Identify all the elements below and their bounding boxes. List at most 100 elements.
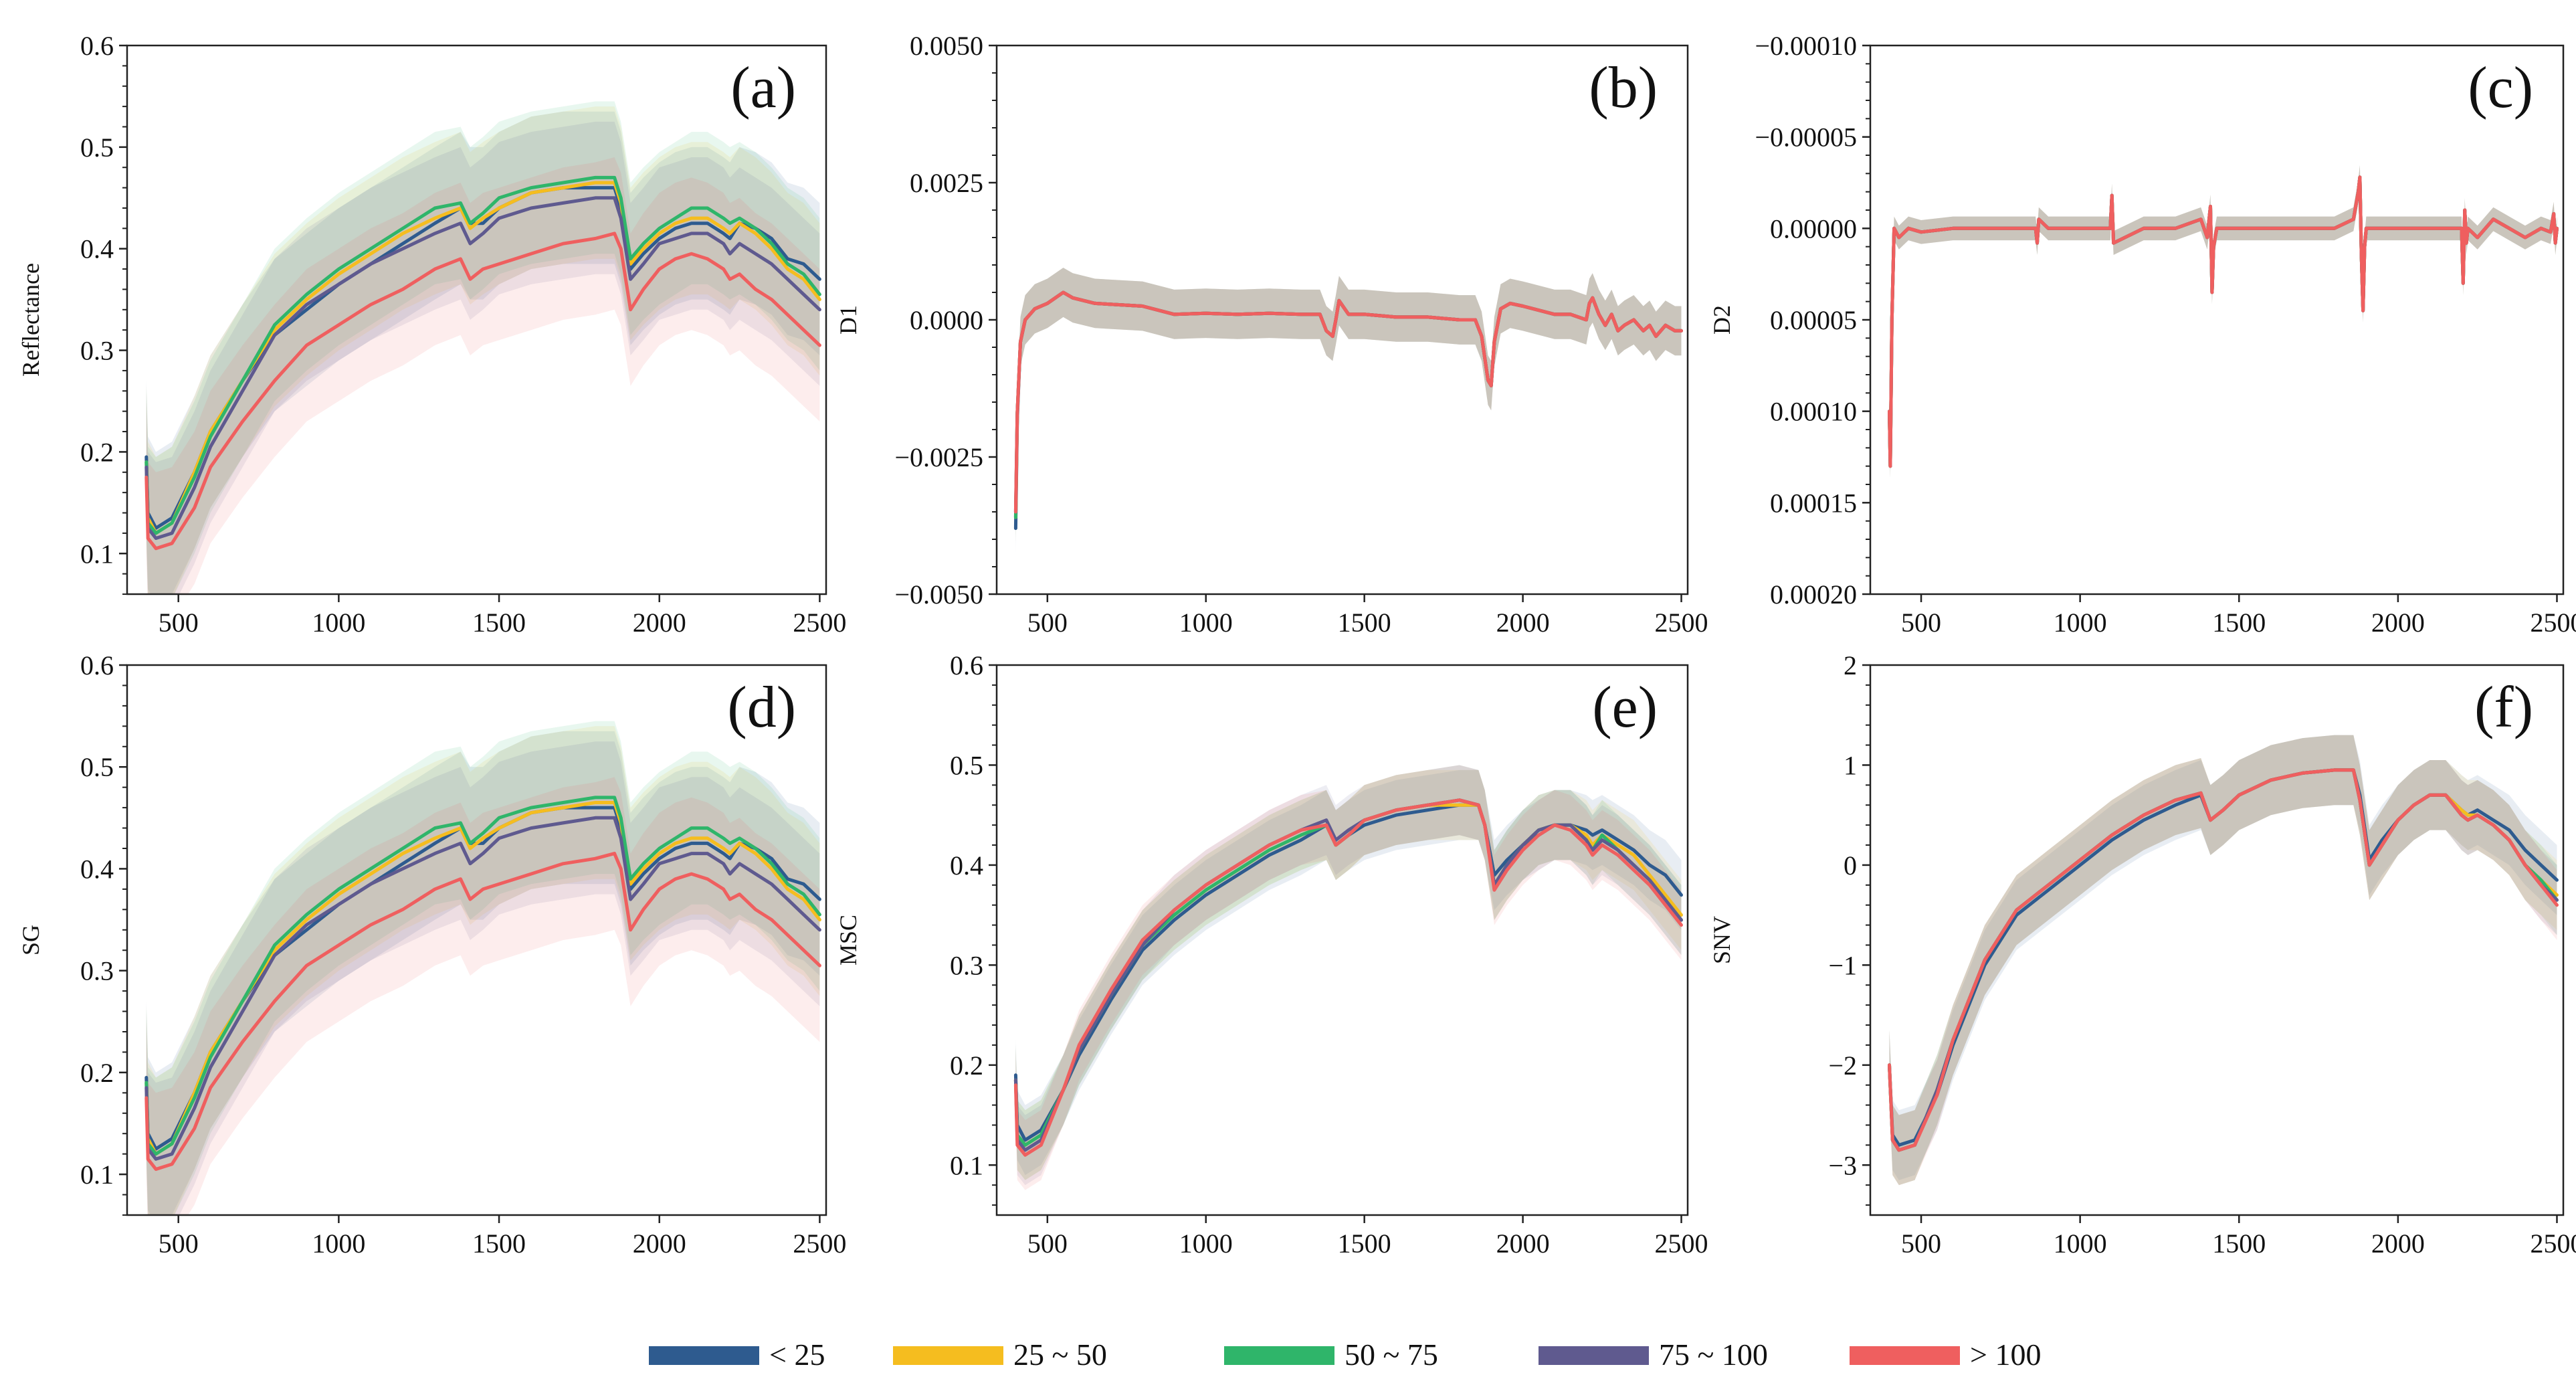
envelope-75-100	[1889, 735, 2557, 1186]
legend-swatch-75-100	[1539, 1346, 1649, 1365]
y-tick-label: 0.00015	[1770, 488, 1857, 518]
y-tick-label: 0.2	[950, 1050, 983, 1081]
x-tick-label: 1500	[2212, 1228, 2266, 1259]
series-line-75-100	[144, 816, 821, 1161]
axes-frame	[995, 664, 1689, 1216]
series-line-50-75	[144, 175, 821, 535]
legend-label: 50 ~ 75	[1345, 1338, 1438, 1372]
x-tick-label: 1000	[1179, 1228, 1233, 1259]
series-group	[144, 175, 821, 551]
y-tick-label: −0.0025	[894, 442, 983, 472]
x-tick-label: 1000	[2054, 1228, 2107, 1259]
y-tick-label: 0.1	[950, 1150, 983, 1180]
y-tick-label: 0.4	[80, 854, 114, 884]
envelope-100	[1015, 765, 1682, 1190]
panel-tag: (f)	[2474, 675, 2533, 740]
x-tick-label: 2000	[633, 1228, 686, 1259]
x-tick-label: 2500	[1655, 608, 1708, 638]
y-axis-label: Reflectance	[17, 263, 44, 377]
y-tick-label: 0.4	[950, 850, 983, 881]
x-tick-label: 500	[1901, 608, 1941, 638]
y-tick-label: −2	[1828, 1050, 1857, 1081]
y-tick-label: 1	[1844, 750, 1857, 780]
y-tick-label: 0.3	[80, 956, 114, 986]
legend-swatch-25-50	[893, 1346, 1003, 1365]
panel-tag: (e)	[1592, 675, 1658, 740]
y-tick-label: −0.00005	[1755, 122, 1857, 153]
y-tick-label: 0.3	[80, 336, 114, 366]
envelope-75-100	[1015, 765, 1682, 1186]
y-axis-label: SG	[17, 925, 44, 955]
envelope-50-75	[1015, 765, 1682, 1180]
legend: < 25 25 ~ 50 50 ~ 75 75 ~ 100 > 100	[649, 1338, 2041, 1372]
legend-swatch-50-75	[1224, 1346, 1334, 1365]
legend-swatch-100	[1850, 1346, 1960, 1365]
envelope-100	[146, 157, 820, 594]
panel-e: 500 1000 1500 2000 2500 0.1 0.2 0.3 0.4 0.5 0.6 MSC…	[835, 650, 1708, 1259]
envelope-25-50	[1015, 769, 1682, 1180]
x-tick-label: 1000	[312, 608, 365, 638]
envelope-group	[146, 101, 820, 594]
x-tick-label: 2000	[2371, 1228, 2425, 1259]
panel-f: 500 1000 1500 2000 2500 −3 −2 −1 0 1 2 SNV (f)	[1708, 650, 2576, 1259]
envelope-25	[1889, 735, 2557, 1180]
x-tick-label: 1500	[1338, 1228, 1391, 1259]
envelope-25-50	[146, 726, 820, 1215]
x-tick-label: 2000	[1496, 608, 1550, 638]
y-tick-label: 0.00005	[1770, 305, 1857, 335]
legend-swatch-25	[649, 1346, 759, 1365]
y-tick-label: −0.00010	[1755, 31, 1857, 61]
x-tick-label: 2000	[1496, 1228, 1550, 1259]
x-tick-label: 2500	[793, 608, 846, 638]
series-line-100	[1013, 290, 1683, 514]
series-group	[1013, 798, 1683, 1157]
series-group	[1013, 290, 1683, 531]
panel-tag: (a)	[730, 56, 796, 120]
series-line-50-75	[144, 796, 821, 1156]
envelope-group	[146, 721, 820, 1215]
panel-d: 500 1000 1500 2000 2500 0.1 0.2 0.3 0.4 0.5 0.6 SG (…	[17, 650, 846, 1259]
panel-tag: (c)	[2468, 56, 2533, 120]
x-tick-label: 2500	[1655, 1228, 1708, 1259]
envelope-50-75	[146, 721, 820, 1215]
envelope-25-50	[1889, 165, 2557, 478]
y-tick-label: 2	[1844, 650, 1857, 680]
y-tick-label: 0.4	[80, 234, 114, 264]
series-line-100	[1888, 768, 2559, 1152]
envelope-100	[146, 777, 820, 1215]
legend-label: > 100	[1970, 1338, 2041, 1372]
y-tick-label: 0	[1844, 850, 1857, 881]
y-tick-label: 0.5	[80, 752, 114, 782]
x-tick-label: 2000	[633, 608, 686, 638]
y-tick-label: 0.2	[80, 1058, 114, 1088]
x-tick-label: 2000	[2371, 608, 2425, 638]
series-group	[1888, 768, 2559, 1152]
y-tick-label: −3	[1828, 1150, 1857, 1180]
y-tick-label: 0.3	[950, 950, 983, 980]
x-tick-label: 500	[1027, 608, 1068, 638]
x-tick-label: 1500	[2212, 608, 2266, 638]
axes-frame	[1869, 44, 2565, 595]
series-line-100	[1888, 175, 2559, 468]
y-axis-label: D1	[835, 305, 862, 335]
y-tick-label: 0.5	[950, 750, 983, 780]
series-group	[144, 796, 821, 1171]
envelope-25-50	[146, 106, 820, 594]
y-axis-label: MSC	[835, 915, 862, 965]
y-axis-label: SNV	[1708, 916, 1735, 964]
series-group	[1888, 175, 2559, 468]
x-tick-label: 500	[159, 608, 199, 638]
y-tick-label: 0.00010	[1770, 397, 1857, 427]
envelope-50-75	[1889, 165, 2557, 478]
x-tick-label: 2500	[2530, 608, 2576, 638]
axes-frame	[126, 44, 827, 595]
envelope-100	[1015, 268, 1682, 537]
envelope-25	[146, 731, 820, 1215]
envelope-25-50	[1015, 268, 1682, 543]
axes-frame	[1869, 664, 2565, 1216]
x-tick-label: 1500	[1338, 608, 1391, 638]
y-axis-label: D2	[1708, 305, 1735, 335]
envelope-25	[146, 111, 820, 594]
envelope-100	[1889, 165, 2557, 478]
y-tick-label: 0.6	[80, 650, 114, 680]
